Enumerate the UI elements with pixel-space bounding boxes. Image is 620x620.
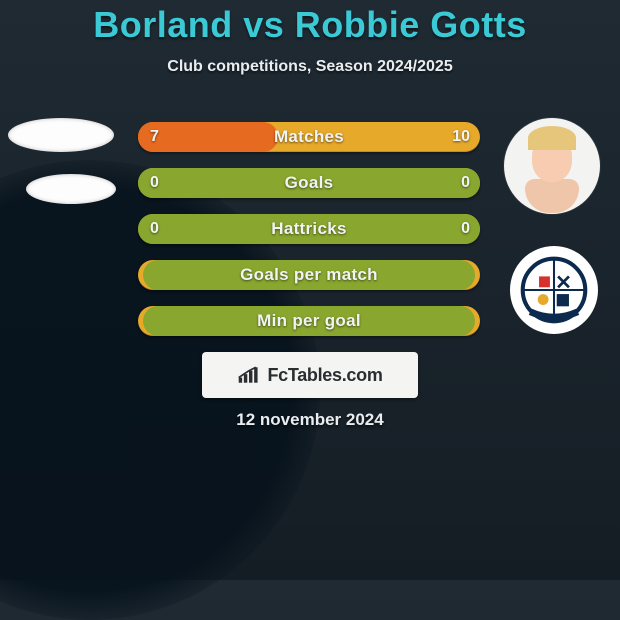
stat-right-value: 0 [461, 220, 470, 238]
source-badge-text: FcTables.com [267, 365, 382, 386]
left-club-crest-placeholder [26, 174, 116, 204]
left-player-column [6, 118, 122, 226]
club-crest-icon [520, 256, 588, 324]
stat-label: Goals [285, 173, 334, 193]
stat-left-value: 0 [150, 174, 159, 192]
stat-row: Matches 7 10 [138, 122, 480, 152]
stat-right-value: 10 [452, 128, 470, 146]
comparison-bars: Matches 7 10 Goals 0 0 Hattricks 0 0 Goals per ma… [138, 122, 480, 352]
stat-right-value: 0 [461, 174, 470, 192]
stat-label: Hattricks [271, 219, 346, 239]
left-player-avatar-placeholder [8, 118, 114, 152]
stat-row: Goals per match [138, 260, 480, 290]
right-player-avatar [504, 118, 600, 214]
right-club-crest [510, 246, 598, 334]
snapshot-date: 12 november 2024 [0, 410, 620, 430]
stat-row: Min per goal [138, 306, 480, 336]
source-badge[interactable]: FcTables.com [202, 352, 418, 398]
stat-left-value: 0 [150, 220, 159, 238]
chart-icon [237, 365, 261, 385]
stat-left-value: 7 [150, 128, 159, 146]
page-title: Borland vs Robbie Gotts [0, 4, 620, 46]
stat-bar-left-segment [138, 122, 278, 152]
subtitle: Club competitions, Season 2024/2025 [0, 58, 620, 76]
stat-label: Matches [274, 127, 344, 147]
stat-row: Goals 0 0 [138, 168, 480, 198]
stat-label: Goals per match [240, 265, 378, 285]
stat-label: Min per goal [257, 311, 361, 331]
right-player-column [504, 118, 604, 334]
stat-row: Hattricks 0 0 [138, 214, 480, 244]
